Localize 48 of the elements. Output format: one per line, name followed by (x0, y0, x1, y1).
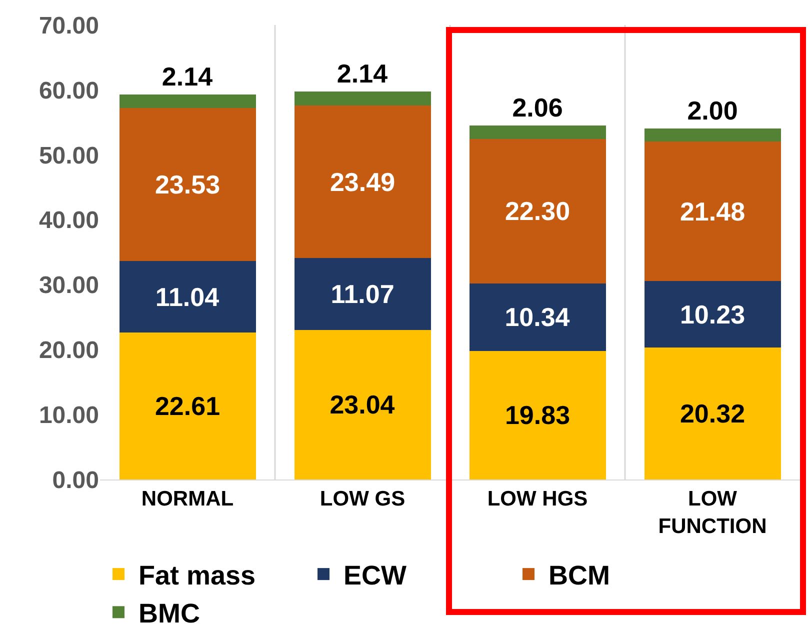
y-tick-label: 10.00 (38, 402, 99, 429)
legend-label: BCM (548, 560, 610, 591)
y-tick-label: 40.00 (38, 207, 99, 234)
data-label: 10.34 (504, 302, 570, 332)
bar (119, 94, 256, 108)
data-label: 2.00 (687, 96, 738, 126)
y-tick-label: 30.00 (38, 272, 99, 300)
y-tick-label: 50.00 (38, 142, 99, 170)
data-label: 2.14 (336, 58, 388, 89)
bar (294, 330, 431, 480)
bar (294, 258, 431, 330)
data-label: 23.53 (154, 170, 220, 200)
legend-label: ECW (344, 560, 408, 591)
data-label: 10.23 (680, 299, 746, 330)
x-tick-label: LOW GS (320, 488, 406, 511)
legend-label: BMC (138, 598, 200, 629)
x-tick-label: LOW FUNCTION (658, 488, 767, 538)
bar (644, 348, 781, 480)
bar (294, 106, 431, 258)
data-label: 19.83 (504, 400, 570, 430)
data-label: 22.30 (504, 196, 570, 226)
y-tick-label: 70.00 (38, 12, 99, 40)
data-label: 20.32 (680, 398, 746, 429)
x-tick-label: NORMAL (141, 488, 234, 511)
y-tick-label: 20.00 (38, 337, 99, 364)
data-label: 11.04 (155, 282, 220, 312)
data-label: 22.61 (154, 391, 220, 422)
bar (469, 125, 606, 139)
bar (119, 332, 256, 480)
legend-label: Fat mass (138, 560, 256, 591)
bar (469, 284, 606, 351)
data-label: 23.49 (330, 166, 396, 197)
y-tick-label: 0.00 (52, 466, 99, 494)
bar (644, 128, 781, 142)
bar (469, 138, 606, 284)
bar (469, 350, 606, 480)
y-tick-label: 60.00 (38, 77, 99, 104)
bar (119, 261, 256, 333)
data-label: 21.48 (680, 196, 746, 226)
bar (119, 108, 256, 262)
data-label: 11.07 (330, 278, 394, 309)
x-tick-label: LOW HGS (487, 488, 588, 511)
bar (644, 281, 781, 348)
bar (644, 142, 781, 282)
bar (294, 92, 431, 106)
data-label: 2.14 (162, 61, 214, 92)
data-label: 2.06 (512, 92, 563, 122)
data-label: 23.04 (330, 390, 396, 420)
